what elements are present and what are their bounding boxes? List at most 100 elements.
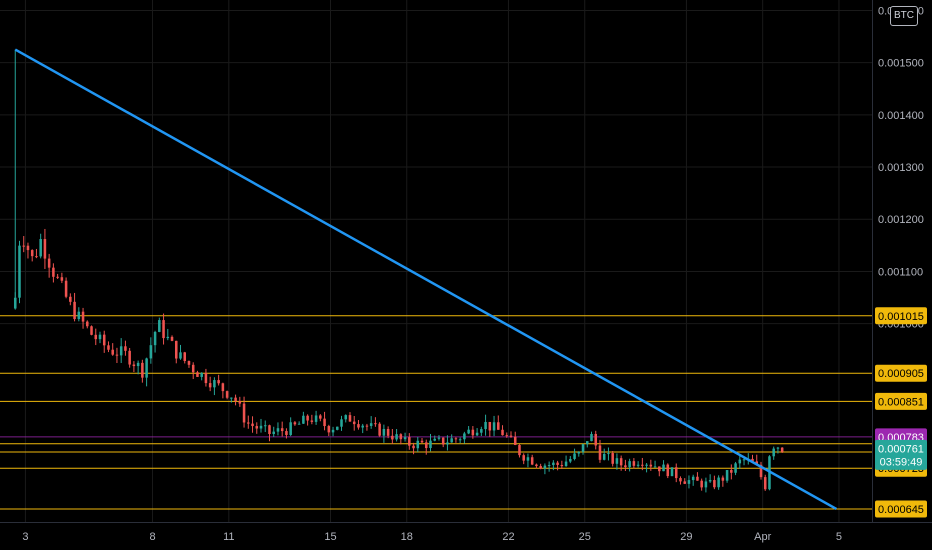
candle-body bbox=[331, 429, 335, 433]
y-tick-label: 0.001200 bbox=[878, 214, 924, 226]
candle-body bbox=[552, 462, 555, 466]
candle-body bbox=[319, 415, 322, 419]
candle-body bbox=[145, 358, 148, 378]
candle-body bbox=[539, 466, 542, 469]
candle-body bbox=[310, 420, 314, 422]
x-tick-label: 11 bbox=[223, 531, 234, 543]
candle-body bbox=[90, 326, 93, 335]
candle-body bbox=[69, 296, 72, 302]
candle-body bbox=[547, 465, 551, 467]
y-tick-label: 0.001300 bbox=[878, 162, 924, 174]
candle-body bbox=[751, 458, 754, 462]
candle-body bbox=[509, 435, 513, 437]
candle-body bbox=[645, 464, 648, 466]
trendline bbox=[14, 48, 838, 511]
level-price-badge-background bbox=[875, 392, 927, 410]
candle-body bbox=[408, 437, 411, 446]
candle-body bbox=[268, 425, 271, 434]
candle-body bbox=[234, 397, 237, 402]
candle-body bbox=[446, 442, 449, 445]
candle-body bbox=[585, 441, 589, 445]
candle-body bbox=[505, 435, 509, 437]
candle-body bbox=[543, 465, 547, 469]
candle-body bbox=[39, 239, 42, 257]
candle-body bbox=[179, 352, 182, 359]
level-price-badge-background bbox=[875, 364, 927, 382]
candle-body bbox=[285, 431, 288, 435]
candle-body bbox=[581, 444, 585, 452]
candle-body bbox=[721, 477, 725, 481]
candle-body bbox=[776, 447, 780, 449]
candle-body bbox=[772, 448, 775, 457]
x-tick-label: Apr bbox=[754, 531, 771, 543]
candle-body bbox=[704, 481, 708, 488]
candle-body bbox=[713, 480, 716, 488]
candle-body bbox=[141, 362, 144, 378]
candle-body bbox=[132, 364, 136, 367]
y-tick-label: 0.001100 bbox=[878, 266, 923, 278]
candle-body bbox=[217, 380, 220, 384]
candle-body bbox=[628, 461, 631, 468]
level-price-badge-label: 0.000645 bbox=[878, 504, 924, 516]
candle-body bbox=[280, 428, 284, 432]
candle-body bbox=[492, 422, 496, 431]
candle-body bbox=[52, 267, 55, 277]
candle-body bbox=[369, 423, 373, 426]
candle-body bbox=[674, 467, 678, 479]
candle-body bbox=[501, 429, 504, 436]
currency-label: BTC bbox=[894, 10, 914, 21]
candle-body bbox=[200, 372, 203, 377]
candle-body bbox=[708, 480, 712, 482]
candle-body bbox=[77, 311, 81, 320]
y-tick-label: 0.001500 bbox=[878, 58, 924, 70]
candle-body bbox=[471, 429, 475, 436]
candle-body bbox=[594, 433, 598, 446]
candle-body bbox=[259, 425, 263, 429]
candle-body bbox=[742, 459, 746, 461]
candle-body bbox=[611, 453, 614, 464]
candle-body bbox=[717, 477, 720, 488]
candle-body bbox=[467, 429, 470, 434]
level-price-badge: 0.000645 bbox=[875, 500, 927, 518]
candle-body bbox=[115, 354, 119, 356]
level-price-badge-label: 0.000905 bbox=[878, 368, 924, 380]
candle-body bbox=[64, 280, 68, 297]
candle-body bbox=[221, 383, 225, 392]
candle-body bbox=[399, 434, 403, 440]
candle-body bbox=[391, 435, 394, 440]
candle-body bbox=[763, 477, 767, 490]
level-price-badge: 0.000905 bbox=[875, 364, 927, 382]
candle-body bbox=[666, 464, 670, 477]
candle-body bbox=[336, 426, 339, 430]
current-price-badge-background bbox=[875, 439, 927, 470]
candle-body bbox=[730, 470, 733, 473]
candle-body bbox=[374, 423, 377, 425]
candle-body bbox=[162, 320, 165, 339]
candle-body bbox=[47, 258, 51, 268]
candle-body bbox=[111, 349, 114, 355]
candle-body bbox=[30, 250, 34, 257]
candle-body bbox=[242, 403, 246, 423]
level-price-badge: 0.001015 bbox=[875, 307, 927, 325]
candle-body bbox=[170, 336, 174, 341]
candle-body bbox=[602, 453, 606, 460]
candle-body bbox=[149, 345, 153, 359]
candle-body bbox=[230, 397, 233, 399]
candle-body bbox=[386, 428, 390, 436]
currency-toggle-button[interactable]: BTC bbox=[890, 6, 918, 26]
candle-body bbox=[569, 458, 572, 462]
candle-body bbox=[213, 380, 216, 388]
candle-body bbox=[136, 362, 140, 367]
candle-body bbox=[348, 415, 352, 422]
candle-body bbox=[662, 464, 665, 472]
candle-body bbox=[480, 429, 483, 433]
candle-body bbox=[441, 437, 445, 445]
candle-body bbox=[208, 383, 212, 388]
candle-body bbox=[780, 447, 784, 452]
candle-body bbox=[395, 434, 398, 440]
horizontal-levels bbox=[0, 315, 872, 510]
candle-body bbox=[60, 277, 64, 281]
